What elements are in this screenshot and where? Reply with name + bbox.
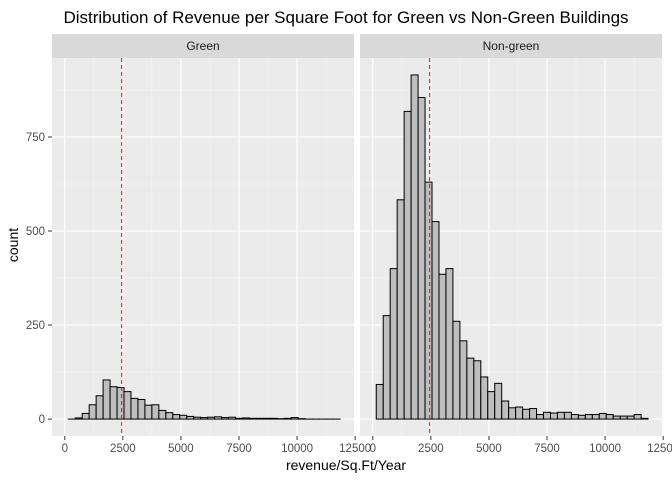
histogram-bar [382,315,391,420]
x-tick-label: 10000 [281,443,313,455]
histogram-bar [563,411,572,420]
histogram-bar [151,404,160,420]
histogram-bar [207,416,216,420]
histogram-bar [438,273,447,420]
histogram-bar [424,181,433,420]
histogram-bar [123,391,132,420]
x-tick-label: 7500 [226,443,252,455]
histogram-bar [375,383,384,420]
histogram-bar [81,412,90,420]
histogram-bar [480,376,489,420]
x-tick-label: 0 [370,443,376,455]
histogram-bar [179,414,188,420]
histogram-bar [494,382,503,420]
x-tick-label: 7500 [534,443,560,455]
panel-non-green: Non-green 0 2500 5000 7500 10000 12500 [360,34,672,455]
histogram-bar [549,412,558,420]
histogram-bar [235,417,243,420]
y-tick-label: 750 [26,132,45,144]
histogram-bar [605,414,614,420]
histogram-bar [403,110,412,420]
histogram-bar [88,404,97,420]
histogram-bar [570,414,579,420]
histogram-bar [389,268,398,420]
histogram-bar [158,409,167,420]
facet-strip [360,34,662,58]
histogram-bar [515,406,524,420]
x-tick-label: 2500 [418,443,444,455]
histogram-bar [452,320,461,420]
histogram-bar [612,415,621,420]
histogram-bar [95,395,104,420]
x-tick-label: 10000 [589,443,621,455]
histogram-bar [144,404,153,420]
histogram-bar [487,391,496,420]
histogram-bar [508,407,517,420]
histogram-bar [228,416,237,420]
histogram-bar [619,415,628,420]
histogram-bar [193,416,202,420]
panel-green: Green 0 2500 5000 7500 10000 12500 [52,34,371,455]
x-tick-label: 2500 [110,443,136,455]
y-tick-label: 0 [39,414,45,426]
facet-strip-label: Non-green [483,39,540,53]
histogram-bar [262,417,271,420]
histogram-bar [116,386,125,420]
histogram-bar [137,399,146,420]
histogram-bar [410,74,419,420]
histogram-bar [165,412,174,420]
y-axis-title: count [5,228,21,262]
histogram-bar [283,417,292,420]
histogram-bar [290,417,299,420]
facet-strip-label: Green [186,39,219,53]
histogram-bar [241,417,250,420]
histogram-bar [584,414,593,420]
y-axis: 0 250 500 750 [26,132,52,426]
x-tick-label: 12500 [339,443,371,455]
histogram-bar [269,417,278,420]
y-tick-label: 250 [26,320,45,332]
histogram-bar [473,360,482,420]
histogram-bar [221,417,230,420]
chart-title: Distribution of Revenue per Square Foot … [63,8,628,27]
histogram-bar [214,416,223,420]
histogram-bar [626,415,635,420]
histogram-bar [255,417,264,420]
histogram-bar [417,96,426,420]
x-tick-label: 5000 [476,443,502,455]
histogram-bar [186,415,195,420]
histogram-bar [445,268,454,420]
histogram-bar [74,417,83,420]
x-tick-label: 12500 [647,443,672,455]
histogram-bar [591,414,600,420]
histogram-bar [633,414,642,420]
histogram-bar [522,408,531,420]
histogram-bar [172,414,181,420]
histogram-bar [459,340,468,420]
histogram-bar [536,414,545,420]
histogram-bar [102,379,111,420]
facet-strip [52,34,354,58]
histogram-bar [501,400,510,420]
panel-background [52,58,354,436]
x-tick-label: 5000 [168,443,194,455]
histogram-bar [529,408,538,420]
y-tick-label: 500 [26,226,45,238]
histogram-bar [577,414,586,420]
histogram-bar [109,386,118,420]
histogram-bar [598,412,607,420]
histogram-bar [431,221,440,420]
histogram-bar [466,357,475,420]
x-tick-label: 0 [62,443,68,455]
histogram-bar [200,417,209,420]
histogram-bar [396,199,405,420]
histogram-bar [130,397,139,420]
histogram-bar [556,411,565,420]
histogram-bar [640,417,649,420]
histogram-bar [543,411,551,420]
histogram-bar [248,417,257,420]
x-axis-title: revenue/Sq.Ft/Year [286,457,406,473]
